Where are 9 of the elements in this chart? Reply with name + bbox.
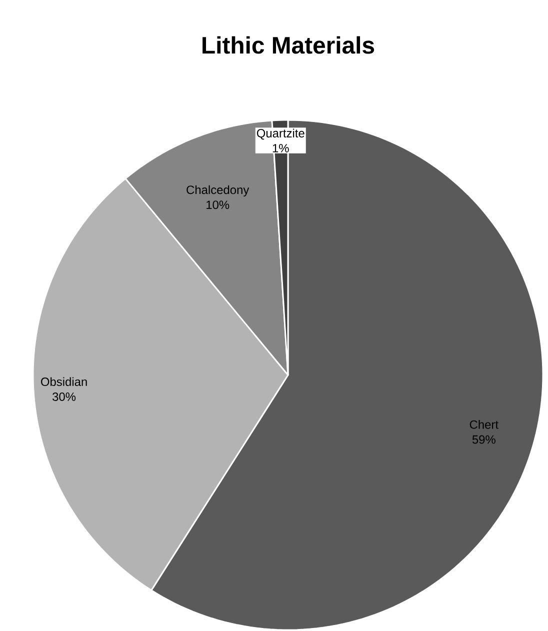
data-label: 1% (272, 144, 289, 152)
data-label: 59% (472, 435, 496, 444)
data-label: 30% (52, 392, 76, 401)
slice-label: Chalcedony (186, 185, 250, 196)
slice-label: Chert (470, 420, 498, 429)
slice-label: Quartzite (256, 128, 304, 140)
chart-title: Lithic Materials (202, 36, 374, 54)
slice-label: Obsidian (41, 377, 87, 386)
data-label: 10% (206, 200, 230, 210)
